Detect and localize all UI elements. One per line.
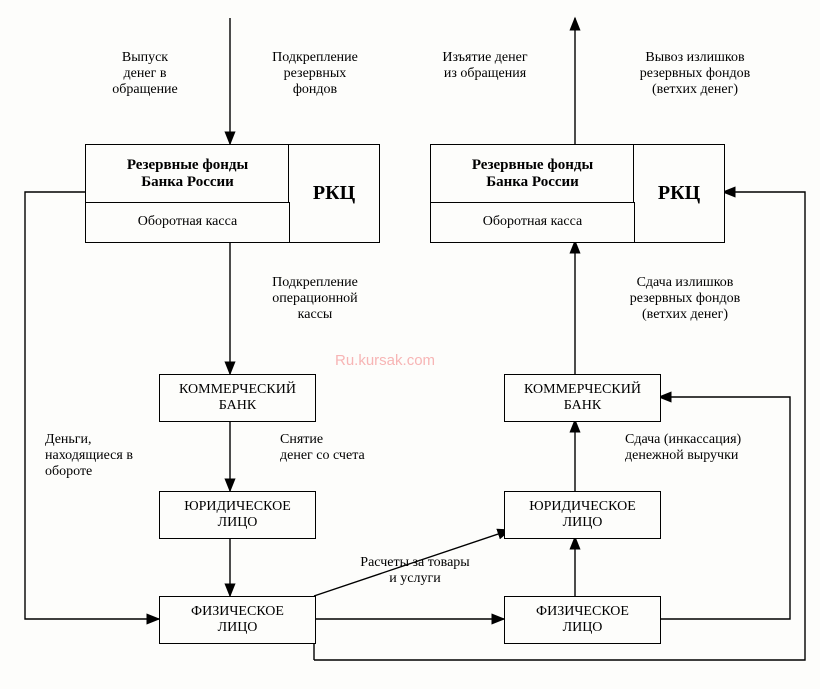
label-cash-withdraw: Снятие денег со счета [280, 432, 420, 464]
rkc-right-big: РКЦ [633, 144, 725, 243]
t: Вывоз излишков [645, 50, 744, 65]
t: Подкрепление [272, 275, 358, 290]
t: Расчеты за товары [360, 555, 469, 570]
label-withdraw-circulation: Изъятие денег из обращения [420, 50, 550, 82]
label-deposit-surplus: Сдача излишков резервных фондов (ветхих … [600, 275, 770, 323]
t: резервных фондов [640, 66, 750, 81]
watermark: Ru.kursak.com [335, 352, 435, 369]
t: Выпуск [122, 50, 168, 65]
label-export-surplus: Вывоз излишков резервных фондов (ветхих … [610, 50, 780, 98]
t: Сдача излишков [637, 275, 734, 290]
t: (ветхих денег) [642, 307, 728, 322]
t: ЛИЦО [218, 620, 258, 635]
t: Резервные фонды [472, 157, 593, 173]
rkc-left-big: РКЦ [288, 144, 380, 243]
label-payments-goods: Расчеты за товары и услуги [335, 555, 495, 587]
rkc-left-cash: Оборотная касса [85, 202, 290, 243]
t: обращение [112, 82, 178, 97]
t: (ветхих денег) [652, 82, 738, 97]
t: КОММЕРЧЕСКИЙ [179, 382, 296, 397]
t: Снятие [280, 432, 323, 447]
rkc-right-cash: Оборотная касса [430, 202, 635, 243]
individual-right: ФИЗИЧЕСКОЕЛИЦО [504, 596, 661, 644]
individual-left: ФИЗИЧЕСКОЕЛИЦО [159, 596, 316, 644]
t: ЮРИДИЧЕСКОЕ [529, 499, 636, 514]
label-reinforce-opcash: Подкрепление операционной кассы [250, 275, 380, 323]
t: обороте [45, 464, 92, 479]
t: операционной [272, 291, 357, 306]
t: БАНК [564, 398, 601, 413]
t: Банка России [141, 174, 234, 190]
t: ЛИЦО [218, 515, 258, 530]
t: Деньги, [45, 432, 92, 447]
commercial-bank-left: КОММЕРЧЕСКИЙБАНК [159, 374, 316, 422]
label-money-in-circulation: Деньги, находящиеся в обороте [45, 432, 165, 480]
t: БАНК [219, 398, 256, 413]
label-cash-deposit: Сдача (инкассация) денежной выручки [625, 432, 805, 464]
t: Изъятие денег [442, 50, 527, 65]
t: Сдача (инкассация) [625, 432, 741, 447]
t: Подкрепление [272, 50, 358, 65]
t: Резервные фонды [127, 157, 248, 173]
t: резервных фондов [630, 291, 740, 306]
t: денег в [124, 66, 167, 81]
legal-entity-left: ЮРИДИЧЕСКОЕЛИЦО [159, 491, 316, 539]
rkc-left-title: Резервные фондыБанка России [85, 144, 290, 204]
t: ЛИЦО [563, 620, 603, 635]
label-issue-money: Выпуск денег в обращение [90, 50, 200, 98]
t: резервных [284, 66, 347, 81]
t: денег со счета [280, 448, 365, 463]
t: КОММЕРЧЕСКИЙ [524, 382, 641, 397]
label-reinforcement-reserve: Подкрепление резервных фондов [250, 50, 380, 98]
commercial-bank-right: КОММЕРЧЕСКИЙБАНК [504, 374, 661, 422]
t: кассы [298, 307, 333, 322]
t: Банка России [486, 174, 579, 190]
t: ФИЗИЧЕСКОЕ [536, 604, 629, 619]
t: из обращения [444, 66, 526, 81]
t: ЛИЦО [563, 515, 603, 530]
legal-entity-right: ЮРИДИЧЕСКОЕЛИЦО [504, 491, 661, 539]
t: ФИЗИЧЕСКОЕ [191, 604, 284, 619]
rkc-right-title: Резервные фондыБанка России [430, 144, 635, 204]
t: и услуги [389, 571, 440, 586]
t: денежной выручки [625, 448, 738, 463]
t: ЮРИДИЧЕСКОЕ [184, 499, 291, 514]
t: находящиеся в [45, 448, 133, 463]
t: фондов [293, 82, 337, 97]
